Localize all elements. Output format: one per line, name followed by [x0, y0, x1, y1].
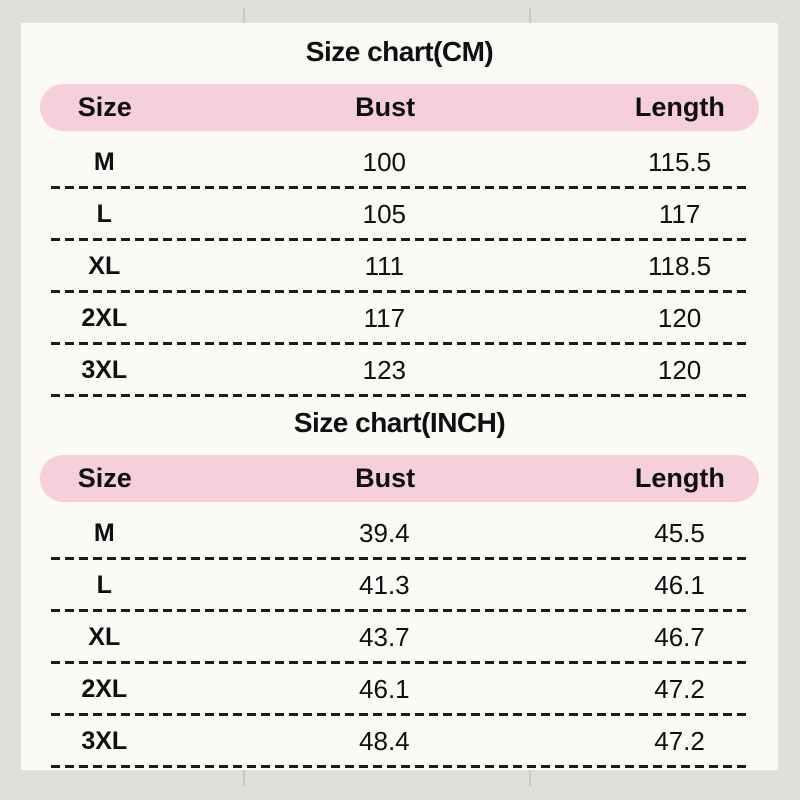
inch-header-bust: Bust [355, 463, 416, 493]
length-cell: 117 [658, 198, 701, 229]
cm-table-body: M 100 115.5 L 105 117 XL 111 118.5 [21, 136, 778, 397]
bust-cell: 111 [364, 250, 405, 281]
table-row: XL 43.7 46.7 [21, 611, 778, 664]
bust-cell: 43.7 [359, 621, 410, 652]
bust-cell: 48.4 [359, 725, 410, 756]
cm-table-header-row: Size Bust Length [40, 84, 759, 131]
length-cell: 120 [657, 354, 702, 385]
size-chart-inch-title: Size chart(INCH) [293, 407, 506, 438]
table-row: L 105 117 [21, 188, 778, 241]
bust-cell: 117 [363, 302, 406, 333]
inch-header-length: Length [634, 463, 725, 493]
size-cell: L [96, 570, 112, 599]
size-cell: XL [88, 251, 121, 280]
size-cell: L [96, 199, 112, 228]
bust-cell: 39.4 [359, 517, 410, 548]
length-cell: 46.1 [654, 569, 705, 600]
inch-table-header-row: Size Bust Length [40, 455, 759, 502]
table-row: 3XL 48.4 47.2 [21, 715, 778, 768]
length-cell: 47.2 [654, 673, 705, 704]
table-row: 3XL 123 120 [21, 344, 778, 397]
size-chart-cm-title: Size chart(CM) [305, 36, 494, 67]
bottom-tick-mark-right [529, 770, 531, 786]
cm-header-size: Size [77, 92, 132, 122]
length-cell: 47.2 [654, 725, 705, 756]
size-cell: M [93, 147, 115, 176]
length-cell: 120 [657, 302, 702, 333]
cm-header-bust: Bust [355, 92, 416, 122]
table-row: L 41.3 46.1 [21, 559, 778, 612]
bust-cell: 123 [362, 354, 407, 385]
table-row: M 100 115.5 [21, 136, 778, 189]
size-cell: 3XL [81, 726, 128, 755]
bottom-tick-mark-left [243, 770, 245, 786]
size-cell: M [93, 518, 115, 547]
length-cell: 115.5 [647, 146, 712, 177]
bust-cell: 41.3 [359, 569, 410, 600]
length-cell: 46.7 [654, 621, 705, 652]
table-row: 2XL 117 120 [21, 292, 778, 345]
length-cell: 118.5 [647, 250, 712, 281]
table-row: 2XL 46.1 47.2 [21, 663, 778, 716]
size-cell: XL [88, 622, 121, 651]
bust-cell: 46.1 [359, 673, 410, 704]
inch-table-body: M 39.4 45.5 L 41.3 46.1 XL 43.7 46.7 [21, 507, 778, 768]
size-chart-cm-section: Size chart(CM) Size Bust Length M 100 11… [21, 31, 778, 397]
size-chart-card: Size chart(CM) Size Bust Length M 100 11… [21, 23, 778, 770]
cm-header-length: Length [634, 92, 725, 122]
top-tick-mark-right [529, 8, 531, 23]
top-tick-mark-left [243, 8, 245, 23]
bust-cell: 105 [362, 198, 407, 229]
size-cell: 2XL [81, 674, 128, 703]
table-row: XL 111 118.5 [21, 240, 778, 293]
size-cell: 3XL [81, 355, 128, 384]
size-cell: 2XL [81, 303, 128, 332]
length-cell: 45.5 [654, 517, 705, 548]
size-chart-inch-section: Size chart(INCH) Size Bust Length M 39.4… [21, 402, 778, 768]
table-row: M 39.4 45.5 [21, 507, 778, 560]
inch-header-size: Size [77, 463, 132, 493]
bust-cell: 100 [362, 146, 407, 177]
